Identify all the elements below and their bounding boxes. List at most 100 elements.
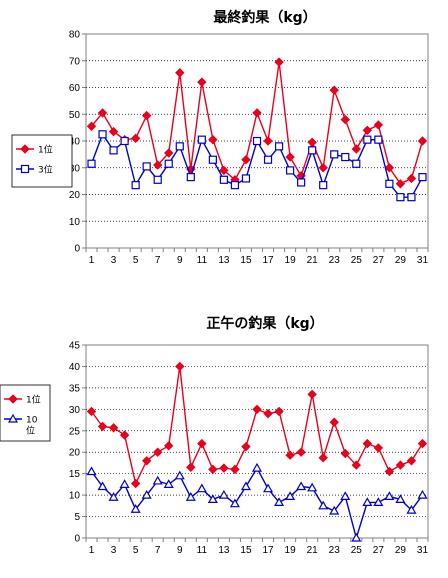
data-point (97, 421, 108, 432)
x-tick-label: 11 (197, 545, 208, 556)
y-tick-label: 5 (74, 512, 80, 523)
data-point (197, 77, 207, 87)
x-tick-label: 29 (395, 545, 407, 556)
data-point (285, 491, 296, 500)
data-point (131, 181, 140, 190)
data-point (108, 492, 119, 501)
data-point (340, 448, 350, 459)
data-point (208, 464, 218, 475)
data-point (417, 136, 428, 146)
x-tick-label: 3 (111, 545, 117, 556)
data-point (219, 165, 229, 176)
y-tick-label: 30 (69, 163, 81, 174)
x-tick-label: 23 (329, 255, 341, 266)
data-point (240, 481, 252, 491)
data-point (87, 159, 96, 168)
data-point (120, 136, 129, 146)
data-point (241, 155, 251, 165)
data-point (351, 460, 361, 470)
data-point (108, 126, 119, 137)
data-point (263, 136, 273, 146)
x-tick-label: 25 (351, 255, 363, 266)
x-tick-label: 9 (177, 545, 183, 556)
data-point (329, 505, 340, 515)
data-point (97, 108, 108, 118)
data-point (297, 178, 306, 187)
data-point (141, 110, 152, 121)
x-tick-label: 15 (240, 545, 252, 556)
chart-title: 正午の釣果（kg） (206, 315, 323, 332)
y-tick-label: 20 (69, 190, 81, 201)
y-tick-label: 30 (69, 405, 81, 416)
data-point (418, 173, 427, 182)
data-point (351, 532, 362, 542)
x-tick-label: 31 (417, 255, 429, 266)
x-tick-label: 17 (262, 545, 274, 556)
data-point (153, 447, 163, 457)
legend-marker (8, 394, 18, 404)
legend-label: 3位 (38, 164, 53, 176)
data-point (274, 142, 284, 151)
legend-marker (20, 144, 30, 154)
x-tick-label: 1 (89, 545, 95, 556)
data-point (384, 466, 395, 477)
x-tick-label: 5 (133, 255, 139, 266)
data-point (252, 108, 262, 118)
data-point (108, 423, 119, 433)
data-point (274, 57, 284, 67)
x-tick-label: 27 (373, 255, 385, 266)
data-point (395, 460, 406, 470)
data-point (330, 150, 339, 159)
data-point (252, 404, 262, 415)
x-tick-label: 21 (307, 545, 319, 556)
y-tick-label: 20 (69, 448, 81, 459)
data-point (384, 491, 395, 500)
data-point (263, 408, 273, 419)
x-tick-label: 1 (89, 255, 95, 266)
data-point (164, 159, 173, 168)
y-tick-label: 40 (69, 137, 81, 148)
x-tick-label: 13 (218, 545, 230, 556)
data-point (141, 456, 152, 466)
data-point (208, 155, 217, 164)
y-tick-label: 10 (69, 217, 81, 228)
data-point (307, 482, 318, 492)
data-point (98, 130, 107, 139)
data-point (395, 179, 406, 189)
x-tick-label: 11 (197, 255, 208, 266)
data-point (119, 430, 130, 440)
data-point (373, 443, 384, 453)
data-point (384, 163, 395, 173)
data-point (142, 162, 151, 171)
data-point (153, 175, 162, 184)
data-point (163, 479, 174, 488)
data-point (197, 438, 207, 449)
data-point (341, 152, 350, 162)
data-point (263, 155, 273, 164)
data-point (241, 441, 251, 452)
data-point (130, 478, 141, 489)
data-point (130, 504, 141, 513)
data-point (153, 160, 163, 170)
data-point (152, 475, 163, 485)
data-point (164, 441, 174, 451)
data-point (406, 173, 417, 184)
data-point (219, 175, 229, 184)
data-point (274, 406, 284, 417)
data-point (296, 481, 307, 491)
data-point (230, 181, 240, 190)
data-point (417, 438, 428, 449)
data-point (252, 136, 262, 146)
data-point (373, 120, 384, 130)
data-point (174, 470, 185, 480)
y-tick-label: 0 (74, 534, 80, 545)
series-2 (87, 130, 427, 202)
data-point (175, 68, 185, 78)
data-point (351, 144, 361, 154)
data-point (119, 479, 130, 488)
data-point (186, 173, 195, 182)
data-point (208, 134, 218, 145)
data-point (340, 491, 351, 500)
x-tick-label: 19 (285, 545, 297, 556)
